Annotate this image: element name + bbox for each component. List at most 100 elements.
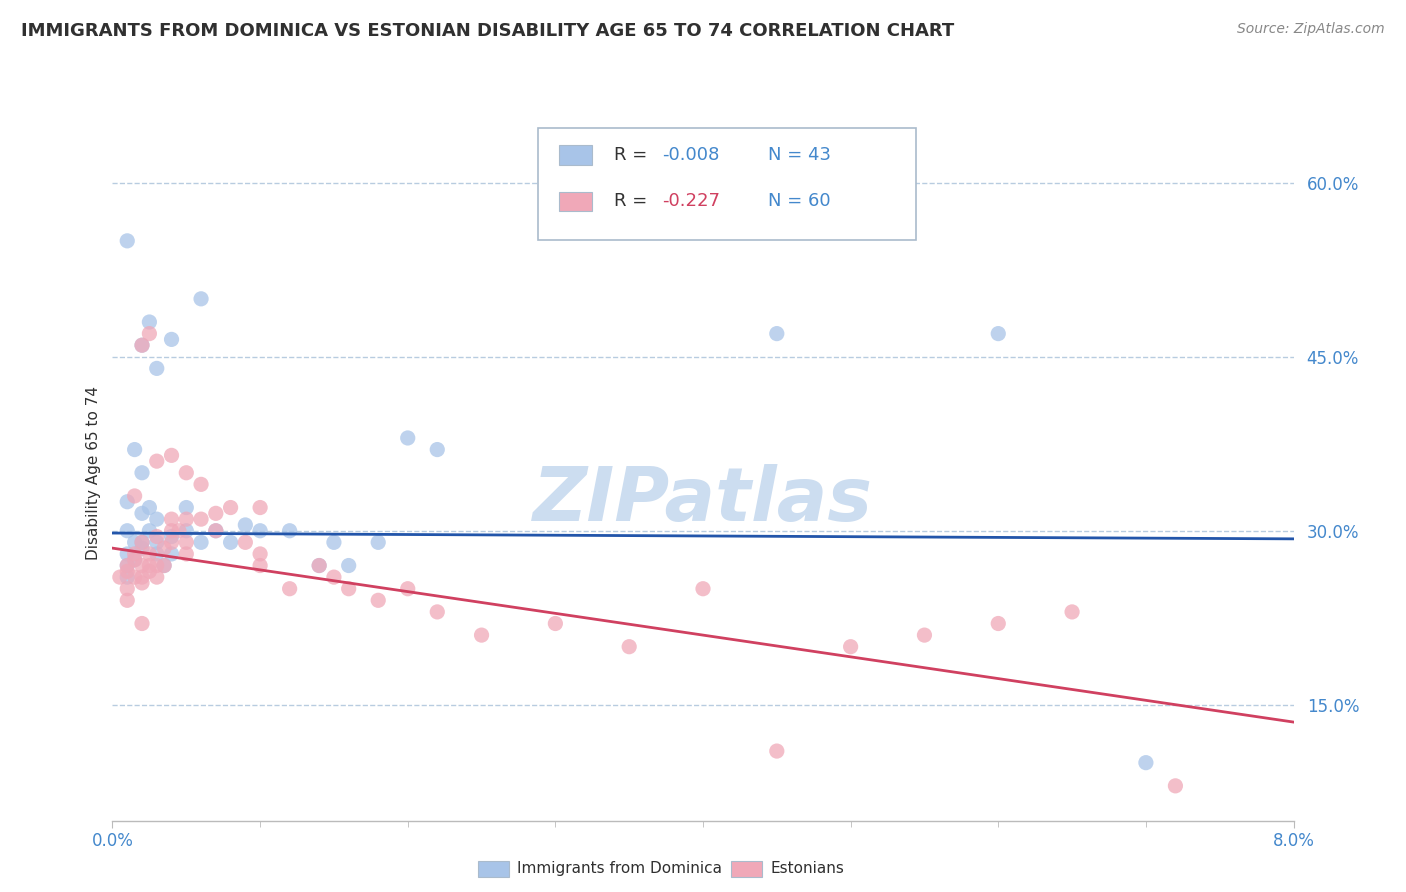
Point — [138, 558, 160, 573]
Text: IMMIGRANTS FROM DOMINICA VS ESTONIAN DISABILITY AGE 65 TO 74 CORRELATION CHART: IMMIGRANTS FROM DOMINICA VS ESTONIAN DIS… — [21, 22, 955, 40]
Point — [138, 315, 160, 329]
Point — [146, 512, 169, 526]
Point — [987, 326, 1010, 341]
Text: R =: R = — [614, 193, 654, 211]
Point — [153, 558, 176, 573]
Point — [249, 558, 271, 573]
Point — [131, 338, 153, 352]
Point — [323, 570, 346, 584]
Point — [117, 558, 138, 573]
Point — [308, 558, 330, 573]
Point — [323, 535, 346, 549]
Text: N = 60: N = 60 — [768, 193, 831, 211]
Bar — [560, 145, 592, 164]
Point — [124, 442, 146, 457]
Text: N = 43: N = 43 — [768, 145, 831, 164]
Point — [124, 552, 146, 567]
Point — [146, 558, 169, 573]
Point — [117, 593, 138, 607]
Point — [692, 582, 714, 596]
Text: R =: R = — [614, 145, 654, 164]
Point — [131, 576, 153, 591]
Point — [278, 524, 301, 538]
Point — [174, 500, 197, 515]
Point — [619, 640, 641, 654]
Point — [117, 558, 138, 573]
Point — [131, 466, 153, 480]
Point — [131, 535, 153, 549]
Point — [146, 547, 169, 561]
FancyBboxPatch shape — [537, 128, 915, 240]
Point — [205, 524, 228, 538]
Point — [426, 605, 449, 619]
Point — [233, 535, 256, 549]
Point — [337, 558, 360, 573]
Point — [160, 547, 183, 561]
Point — [367, 535, 389, 549]
Point — [914, 628, 936, 642]
Point — [337, 582, 360, 596]
Point — [153, 541, 176, 555]
Point — [124, 535, 146, 549]
Point — [167, 524, 190, 538]
Point — [117, 494, 138, 508]
Point — [117, 565, 138, 579]
Point — [470, 628, 494, 642]
Point — [153, 558, 176, 573]
Point — [1164, 779, 1187, 793]
Point — [249, 547, 271, 561]
Point — [190, 477, 212, 491]
Point — [987, 616, 1010, 631]
Point — [138, 500, 160, 515]
Point — [160, 530, 183, 544]
Point — [249, 524, 271, 538]
Point — [174, 547, 197, 561]
Bar — [560, 192, 592, 211]
Point — [278, 582, 301, 596]
Point — [138, 565, 160, 579]
Point — [174, 466, 197, 480]
Point — [131, 507, 153, 521]
Point — [117, 582, 138, 596]
Point — [160, 448, 183, 462]
Point — [308, 558, 330, 573]
Point — [249, 500, 271, 515]
Point — [1062, 605, 1084, 619]
Point — [146, 535, 169, 549]
Text: -0.227: -0.227 — [662, 193, 720, 211]
Text: Estonians: Estonians — [770, 862, 845, 876]
Point — [174, 524, 197, 538]
Point — [146, 361, 169, 376]
Point — [839, 640, 862, 654]
Point — [146, 570, 169, 584]
Point — [205, 507, 228, 521]
Point — [233, 517, 256, 532]
Point — [219, 500, 242, 515]
Point — [160, 512, 183, 526]
Point — [117, 524, 138, 538]
Point — [146, 454, 169, 468]
Point — [766, 744, 789, 758]
Point — [124, 570, 146, 584]
Point — [131, 338, 153, 352]
Point — [138, 547, 160, 561]
Point — [160, 535, 183, 549]
Point — [160, 524, 183, 538]
Text: Immigrants from Dominica: Immigrants from Dominica — [517, 862, 723, 876]
Text: -0.008: -0.008 — [662, 145, 718, 164]
Point — [124, 547, 146, 561]
Point — [138, 326, 160, 341]
Point — [174, 512, 197, 526]
Point — [190, 292, 212, 306]
Point — [544, 616, 567, 631]
Point — [396, 431, 419, 445]
Point — [117, 570, 138, 584]
Y-axis label: Disability Age 65 to 74: Disability Age 65 to 74 — [86, 385, 101, 560]
Point — [131, 535, 153, 549]
Point — [124, 552, 146, 567]
Point — [219, 535, 242, 549]
Point — [108, 570, 131, 584]
Point — [766, 326, 789, 341]
Point — [131, 616, 153, 631]
Point — [131, 570, 153, 584]
